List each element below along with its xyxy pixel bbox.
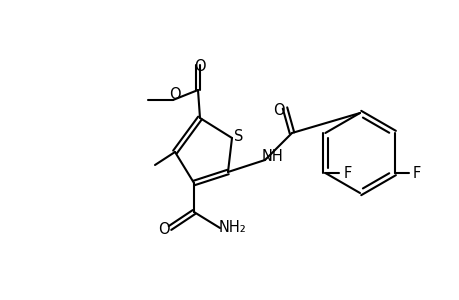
Text: F: F [412, 166, 420, 181]
Text: S: S [234, 128, 243, 143]
Text: O: O [158, 223, 169, 238]
Text: O: O [273, 103, 284, 118]
Text: NH₂: NH₂ [218, 220, 246, 236]
Text: O: O [194, 58, 205, 74]
Text: F: F [342, 166, 351, 181]
Text: NH: NH [262, 148, 283, 164]
Text: O: O [169, 86, 180, 101]
